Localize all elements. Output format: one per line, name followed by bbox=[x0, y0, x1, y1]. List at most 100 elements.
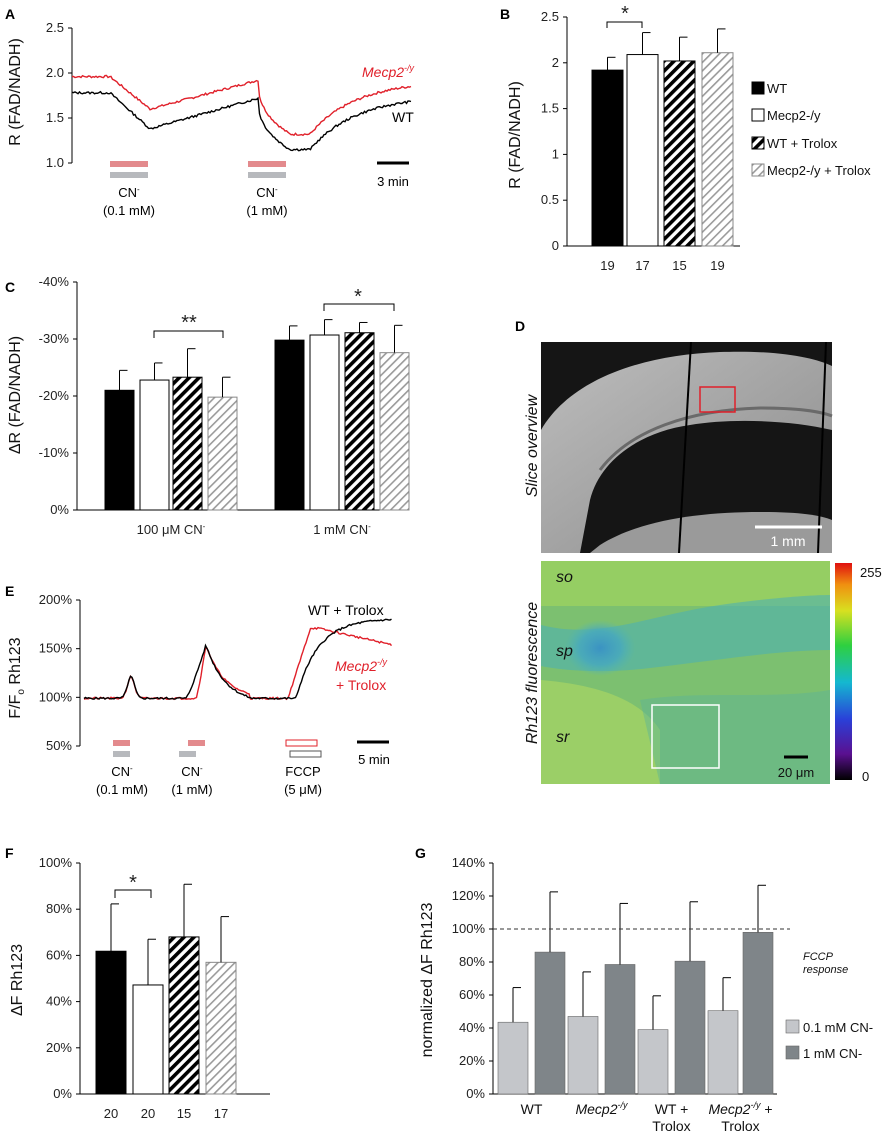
tick-label: 2.5 bbox=[541, 9, 559, 24]
stim-label-1: CN- bbox=[118, 185, 140, 200]
category-label-b-2: 15 bbox=[672, 258, 686, 273]
sig-label-c-2: * bbox=[354, 286, 362, 308]
bar-f-1 bbox=[132, 984, 164, 1095]
tick-label-e: 150% bbox=[39, 641, 73, 656]
stim-e-label-1: CN- bbox=[111, 764, 133, 779]
category-label-g-1: Mecp2-/y bbox=[575, 1100, 628, 1117]
bars-f: 20 20 15 17 * bbox=[95, 872, 237, 1121]
scalebar-label-overview: 1 mm bbox=[771, 533, 806, 549]
stim-e-conc-3: (5 μM) bbox=[284, 782, 322, 797]
tick-label-e: 100% bbox=[39, 689, 73, 704]
stim-e-gray-3 bbox=[289, 750, 322, 758]
bar-c-1-2 bbox=[344, 332, 375, 511]
stim-e-conc-1: (0.1 mM) bbox=[96, 782, 148, 797]
legend-label-b-2: WT + Trolox bbox=[767, 136, 838, 151]
legend-label-b-3: Mecp2-/y + Trolox bbox=[767, 163, 871, 178]
sig-bracket-c-1 bbox=[153, 330, 224, 338]
tick-label-a: 2.0 bbox=[46, 65, 64, 80]
stim-e-red-1 bbox=[113, 740, 130, 746]
tick-label: -30% bbox=[39, 331, 70, 346]
legend-swatch-b-2 bbox=[751, 136, 765, 150]
panel-b: B R (FAD/NADH) 2.5 2 1.5 1 0.5 0 19 17 15 19 * WT… bbox=[500, 3, 871, 273]
stim-e-gray-1 bbox=[113, 751, 130, 757]
panel-label-g: G bbox=[415, 845, 426, 861]
axes-f: 100% 80% 60% 40% 20% 0% bbox=[39, 855, 270, 1101]
category-label-g-l1-3: Mecp2 bbox=[708, 1101, 750, 1117]
category-label-g-sup-1: -/y bbox=[618, 1100, 628, 1110]
group-label-c-text-0: 100 μM CN bbox=[137, 522, 203, 537]
legend-swatch-b-3 bbox=[751, 163, 765, 177]
legend-b: WT Mecp2-/y WT + Trolox Mecp2-/y + Trolox bbox=[751, 81, 871, 178]
panel-label-f: F bbox=[5, 845, 14, 861]
category-label-g-l2-3: Trolox bbox=[721, 1118, 759, 1134]
axis-label-y-g: normalized ΔF Rh123 bbox=[419, 903, 436, 1058]
tick-label: 20% bbox=[459, 1053, 485, 1068]
scalebar-label-e: 5 min bbox=[358, 752, 390, 767]
fluor-roi bbox=[651, 704, 720, 769]
category-label-g-l1-2: WT + bbox=[655, 1101, 689, 1117]
bar-c-1-3 bbox=[379, 352, 410, 511]
tick-label: 40% bbox=[46, 994, 72, 1009]
bar-g-0-3 bbox=[707, 1010, 739, 1095]
tick-label: 100% bbox=[452, 921, 486, 936]
tick-label-e: 50% bbox=[46, 738, 72, 753]
category-label-g-l1-1: Mecp2 bbox=[575, 1101, 617, 1117]
legend-label-g-0: 0.1 mM CN- bbox=[803, 1020, 873, 1035]
legend-label-b-1: Mecp2-/y bbox=[767, 108, 821, 123]
category-label-g-l1-0: WT bbox=[521, 1101, 543, 1117]
group-label-c-text-1: 1 mM CN bbox=[313, 522, 368, 537]
y-ticks-a: 2.5 2.0 1.5 1.0 bbox=[46, 20, 72, 170]
category-label-g-l1b-3: + bbox=[760, 1101, 772, 1117]
bar-c-1-0 bbox=[274, 339, 305, 511]
bar-c-0-1 bbox=[139, 379, 170, 511]
tick-label: -10% bbox=[39, 445, 70, 460]
bar-c-0-2 bbox=[172, 376, 203, 511]
axis-label-y-f: ΔF Rh123 bbox=[9, 944, 26, 1016]
stim-e-conc-2: (1 mM) bbox=[171, 782, 212, 797]
category-label-g-2: WT + bbox=[655, 1101, 689, 1117]
bar-g-1-1 bbox=[604, 964, 636, 1095]
layer-sp: sp bbox=[556, 643, 573, 660]
layer-sr: sr bbox=[556, 729, 570, 746]
category-label-f-2: 15 bbox=[177, 1106, 191, 1121]
panel-f: F ΔF Rh123 100% 80% 60% 40% 20% 0% 20 20 15 17 * bbox=[5, 845, 270, 1121]
panel-label-e: E bbox=[5, 583, 14, 599]
panel-label-d: D bbox=[515, 318, 525, 334]
panel-label-b: B bbox=[500, 6, 510, 22]
series-label-wt: WT bbox=[392, 109, 414, 125]
category-label-b-0: 19 bbox=[600, 258, 614, 273]
category-label-g-3: Mecp2-/y + bbox=[708, 1100, 772, 1117]
series-label-wt-trolox: WT + Trolox bbox=[308, 602, 384, 618]
fluor-sp-band bbox=[541, 595, 830, 672]
tick-label-a: 2.5 bbox=[46, 20, 64, 35]
y-ticks-e: 200% 150% 100% 50% bbox=[39, 592, 80, 753]
overview-line-2 bbox=[817, 341, 827, 554]
category-label-b-1: 17 bbox=[635, 258, 649, 273]
stim-label-2: CN- bbox=[256, 185, 278, 200]
overview-line-1 bbox=[678, 341, 692, 554]
stim-e-red-2 bbox=[188, 740, 205, 746]
colorbar bbox=[835, 563, 852, 780]
series-label-mecp2-trolox-2: + Trolox bbox=[336, 677, 386, 693]
group-label-c-sup-0: - bbox=[203, 522, 206, 531]
scalebar-label-fluor: 20 μm bbox=[778, 765, 814, 780]
category-label-g-0: WT bbox=[521, 1101, 543, 1117]
stim-bar-gray-1 bbox=[110, 172, 148, 178]
axis-label-y-c: ΔR (FAD/NADH) bbox=[7, 336, 24, 454]
tick-label-e: 200% bbox=[39, 592, 73, 607]
stim-e-label-2: CN- bbox=[181, 764, 203, 779]
panel-label-a: A bbox=[5, 6, 15, 22]
bar-c-0-3 bbox=[207, 396, 238, 511]
sig-label-f: * bbox=[129, 872, 137, 894]
trace-wt-trolox bbox=[83, 618, 392, 701]
bar-f-2 bbox=[168, 936, 200, 1095]
legend-swatch-g-0 bbox=[785, 1019, 800, 1034]
bar-f-3 bbox=[205, 961, 237, 1095]
overview-label: Slice overview bbox=[524, 393, 541, 497]
legend-swatch-b-1 bbox=[751, 108, 765, 122]
sig-bracket-c-2 bbox=[323, 303, 395, 311]
bar-b-2 bbox=[663, 60, 696, 247]
stim-conc-2: (1 mM) bbox=[246, 203, 287, 218]
